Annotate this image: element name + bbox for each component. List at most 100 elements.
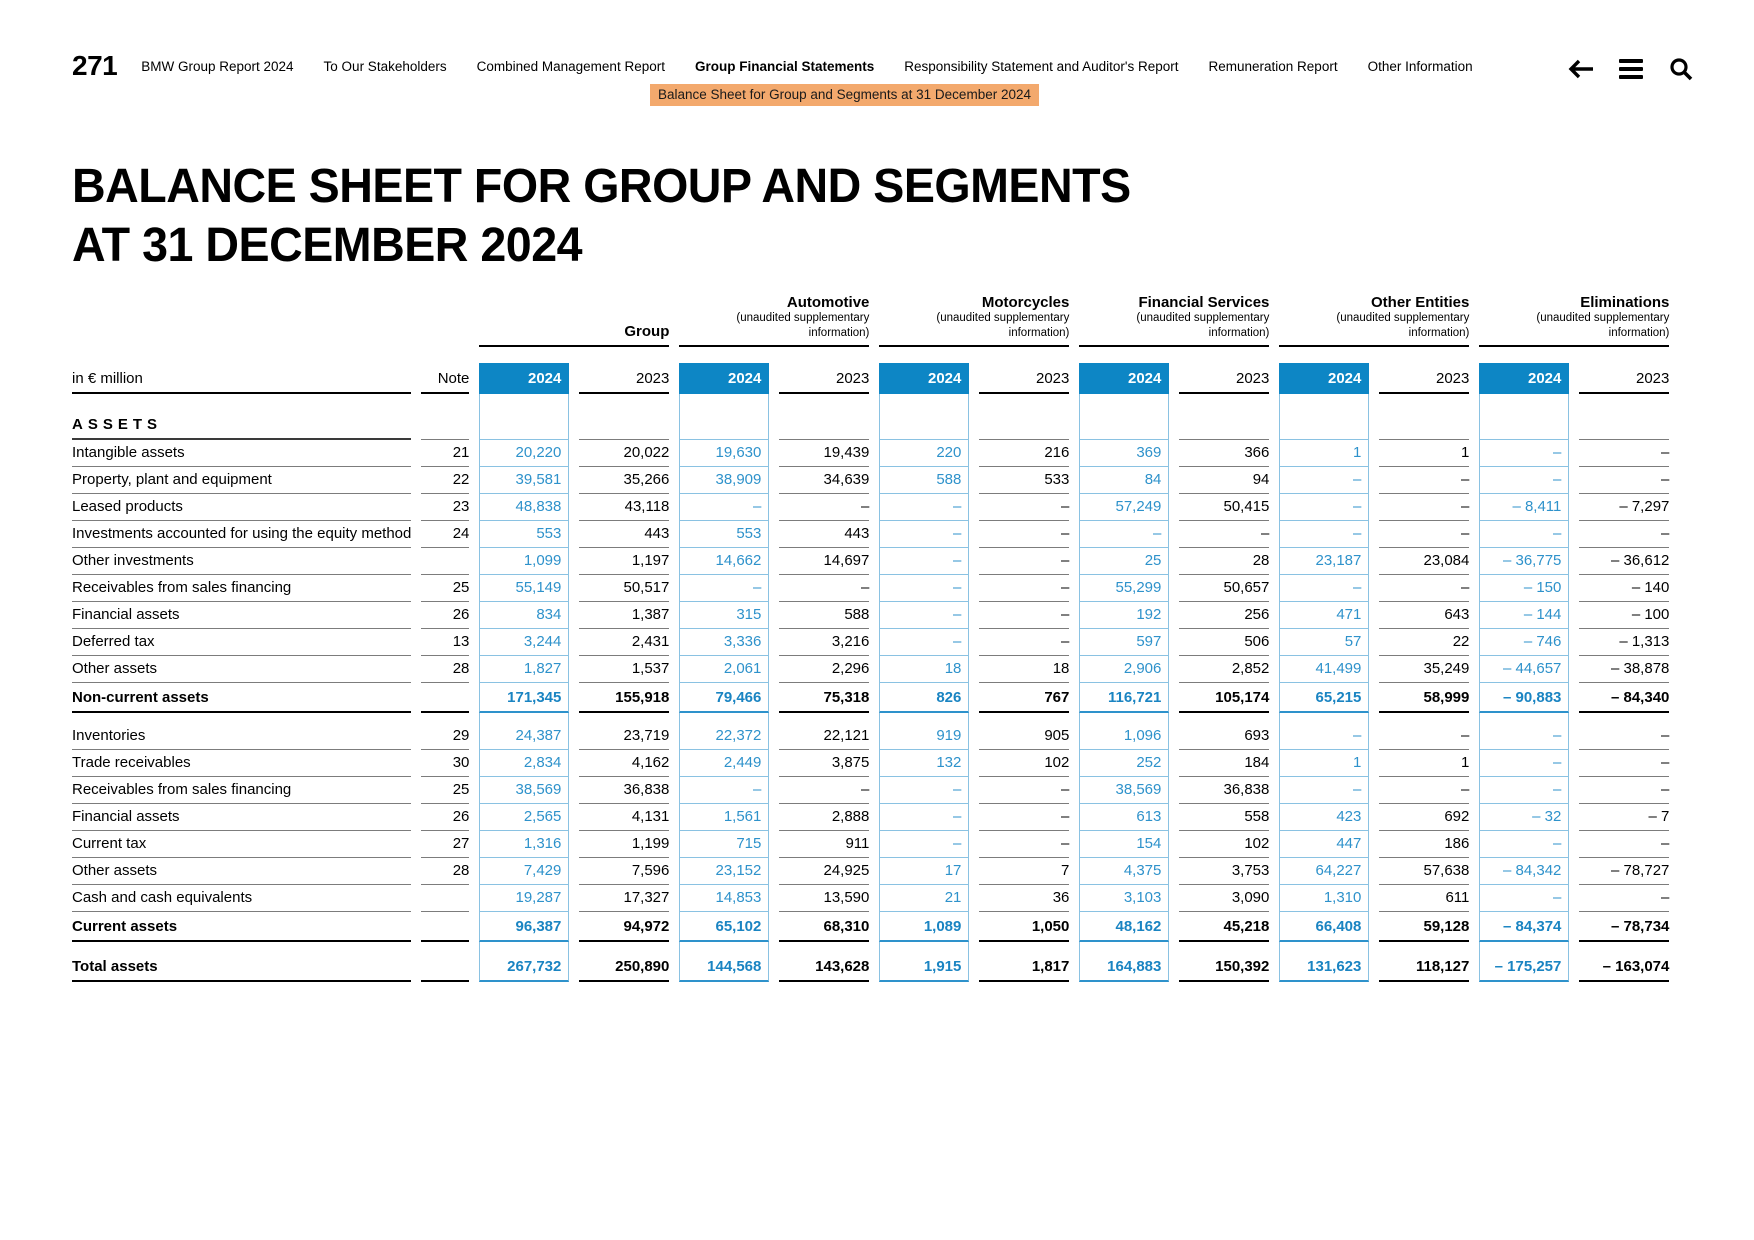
nav-item-5[interactable]: Remuneration Report (1208, 59, 1338, 74)
unit-label: in € million (72, 363, 412, 395)
value-cell: 443 (779, 521, 870, 549)
value-cell: 164,883 (1079, 952, 1170, 983)
value-cell: 13,590 (779, 885, 870, 913)
value-cell: – 140 (1579, 575, 1670, 603)
balance-sheet-table: Group Automotive (unaudited supplementary … (62, 294, 1679, 983)
page-title-line1: BALANCE SHEET FOR GROUP AND SEGMENTS (72, 160, 1131, 213)
value-cell: 38,569 (1079, 777, 1170, 805)
value-cell: 1 (1379, 750, 1470, 778)
search-icon[interactable] (1668, 56, 1694, 82)
value-cell: 1 (1379, 440, 1470, 468)
column-group-group: Group (479, 294, 670, 348)
value-cell: 23,187 (1279, 548, 1370, 576)
value-cell: 2,852 (1179, 656, 1270, 684)
value-cell: 48,838 (479, 494, 570, 522)
value-cell: 1,561 (679, 804, 770, 832)
value-cell: 84 (1079, 467, 1170, 495)
value-cell: 1,099 (479, 548, 570, 576)
value-cell: 693 (1179, 723, 1270, 751)
value-cell: – (979, 777, 1070, 805)
menu-icon[interactable] (1618, 56, 1644, 82)
spacer-row (72, 347, 1669, 363)
nav-item-4[interactable]: Responsibility Statement and Auditor's R… (904, 59, 1179, 74)
value-cell: – (1579, 723, 1670, 751)
row-label: Deferred tax (72, 629, 412, 657)
value-cell: 154 (1079, 831, 1170, 859)
nav-item-1[interactable]: To Our Stakeholders (323, 59, 447, 74)
value-cell: 834 (479, 602, 570, 630)
year-header-row: in € million Note 2024 2023 2024 2023 2024 2023… (72, 363, 1670, 395)
spacer-cell (1379, 942, 1469, 952)
nav-item-3[interactable]: Group Financial Statements (694, 59, 875, 74)
spacer-cell (421, 942, 469, 952)
nav-item-0[interactable]: BMW Group Report 2024 (141, 59, 294, 74)
value-cell: 59,128 (1379, 912, 1470, 943)
value-cell: – (1279, 494, 1370, 522)
value-cell: 38,909 (679, 467, 770, 495)
year-2023-header: 2023 (1379, 363, 1470, 395)
column-group-subtitle: (unaudited supplementary information) (1536, 312, 1670, 339)
value-cell: 558 (1179, 804, 1270, 832)
row-note: 25 (421, 777, 470, 805)
value-cell: – (1579, 440, 1670, 468)
value-cell: – (979, 804, 1070, 832)
row-note: 29 (421, 723, 470, 751)
value-cell: 131,623 (1279, 952, 1370, 983)
spacer-cell (1579, 713, 1669, 723)
value-cell: 2,834 (479, 750, 570, 778)
year-2023-header: 2023 (579, 363, 670, 395)
value-cell: – (1379, 723, 1470, 751)
value-cell: 150,392 (1179, 952, 1270, 983)
value-cell: 826 (879, 683, 970, 714)
table-row: Trade receivables 30 2,834 4,162 2,449 3,875 1… (72, 750, 1670, 778)
column-group-subtitle: (unaudited supplementary information) (936, 312, 1070, 339)
value-cell: 34,639 (779, 467, 870, 495)
table-row: Current assets 96,387 94,972 65,102 68,310 1,… (72, 912, 1670, 943)
column-group-subtitle: (unaudited supplementary information) (1136, 312, 1270, 339)
value-cell: 423 (1279, 804, 1370, 832)
row-label: Other assets (72, 656, 412, 684)
value-cell: 105,174 (1179, 683, 1270, 714)
value-cell: 1 (1279, 750, 1370, 778)
value-cell: 39,581 (479, 467, 570, 495)
value-cell: – (1579, 885, 1670, 913)
row-note: 27 (421, 831, 470, 859)
note-column-header: Note (421, 363, 470, 395)
value-cell: 14,853 (679, 885, 770, 913)
value-cell: – (679, 575, 770, 603)
value-cell (1379, 394, 1470, 441)
table-row: Investments accounted for using the equi… (72, 521, 1670, 549)
value-cell: – (1279, 467, 1370, 495)
table-row: Cash and cash equivalents 19,287 17,327 14,… (72, 885, 1670, 913)
spacer-cell (879, 713, 970, 724)
value-cell (1479, 394, 1570, 441)
value-cell: – (879, 629, 970, 657)
nav-item-2[interactable]: Combined Management Report (476, 59, 665, 74)
value-cell: 506 (1179, 629, 1270, 657)
value-cell: 3,090 (1179, 885, 1270, 913)
value-cell: 256 (1179, 602, 1270, 630)
value-cell: 50,657 (1179, 575, 1270, 603)
value-cell: 155,918 (579, 683, 670, 714)
value-cell: 18 (879, 656, 970, 684)
value-cell: 1,310 (1279, 885, 1370, 913)
back-arrow-icon[interactable] (1568, 56, 1594, 82)
column-group-automotive: Automotive (unaudited supplementary infor… (679, 294, 870, 348)
row-note: 28 (421, 656, 470, 684)
value-cell: 1,387 (579, 602, 670, 630)
spacer-cell (1179, 942, 1269, 952)
value-cell: 50,517 (579, 575, 670, 603)
spacer-cell (679, 942, 770, 953)
value-cell (879, 394, 970, 441)
value-cell: – (979, 602, 1070, 630)
value-cell: 1,537 (579, 656, 670, 684)
section-label: ASSETS (72, 394, 412, 441)
table-row: Financial assets 26 834 1,387 315 588– –192 256… (72, 602, 1670, 630)
row-note: 30 (421, 750, 470, 778)
table-row: Inventories 29 24,387 23,719 22,372 22,121 919… (72, 723, 1670, 751)
value-cell: 17 (879, 858, 970, 886)
breadcrumb[interactable]: Balance Sheet for Group and Segments at … (650, 84, 1039, 106)
nav-item-6[interactable]: Other Information (1367, 59, 1473, 74)
value-cell: 18 (979, 656, 1070, 684)
value-cell: 2,888 (779, 804, 870, 832)
